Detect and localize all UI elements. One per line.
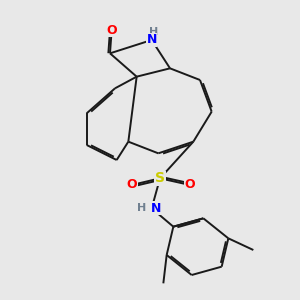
Text: S: S xyxy=(155,171,165,185)
Text: O: O xyxy=(106,23,117,37)
Text: H: H xyxy=(149,27,158,37)
Text: N: N xyxy=(151,202,161,215)
Text: H: H xyxy=(136,203,146,213)
Text: O: O xyxy=(185,178,195,191)
Text: O: O xyxy=(126,178,137,191)
Text: N: N xyxy=(146,34,157,46)
